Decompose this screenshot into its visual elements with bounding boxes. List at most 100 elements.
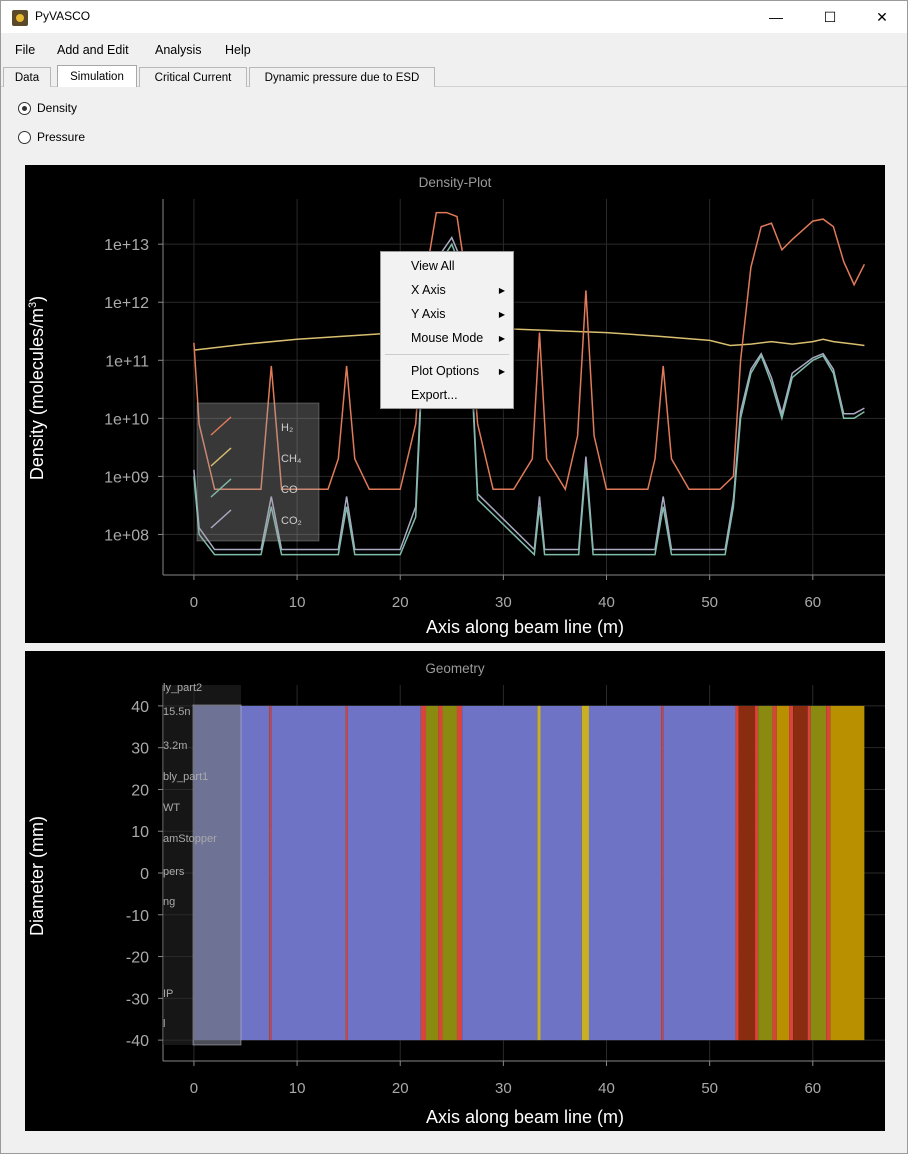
density-y-tick-label: 1e+11 <box>105 353 149 370</box>
density-y-tick-label: 1e+12 <box>104 295 149 312</box>
geometry-segment-red <box>772 705 777 1041</box>
geometry-y-tick-label: 10 <box>131 824 149 841</box>
menu-item-export[interactable]: Export... <box>411 388 458 402</box>
maximize-button[interactable]: ☐ <box>823 8 837 25</box>
geometry-segment-red <box>345 705 348 1041</box>
density-series-h2 <box>193 211 866 492</box>
geometry-plot-canvas[interactable]: 0 10 20 30 40 50 60 40 30 20 10 0 -10 -20 -30 -40 ly_pa… <box>25 651 885 1131</box>
geometry-overlay-label: bly_part1 <box>163 771 208 783</box>
density-ylabel-box: Density (molecules/m3) <box>25 165 55 643</box>
legend-swatch-co <box>210 478 232 498</box>
menu-item-y-axis[interactable]: Y Axis <box>411 307 446 321</box>
geometry-segment-red <box>269 705 272 1041</box>
density-ylabel: Density (molecules/m3) <box>27 223 57 553</box>
tab-critical-current[interactable]: Critical Current <box>139 67 247 87</box>
density-ylabel-sup: 3 <box>27 301 39 309</box>
submenu-arrow-icon: ▶ <box>498 310 505 319</box>
menu-separator <box>385 354 509 355</box>
density-x-tick-label: 0 <box>190 594 198 611</box>
geometry-segment-olive <box>426 705 439 1041</box>
geometry-segment-red <box>438 705 443 1041</box>
geometry-y-tick-label: 40 <box>131 699 149 716</box>
tab-dynamic-pressure[interactable]: Dynamic pressure due to ESD <box>249 67 435 87</box>
density-xlabel: Axis along beam line (m) <box>425 617 625 637</box>
density-x-tick-label: 30 <box>495 594 512 611</box>
geometry-y-tick-label: 20 <box>131 782 149 799</box>
menu-item-x-axis[interactable]: X Axis <box>411 283 446 297</box>
density-y-tick-label: 1e+10 <box>104 411 149 428</box>
tab-bar: Data Simulation Critical Current Dynamic… <box>1 65 907 88</box>
geometry-x-tick-label: 0 <box>190 1080 198 1097</box>
menu-analysis[interactable]: Analysis <box>155 43 202 57</box>
app-logo-icon <box>12 10 28 26</box>
geometry-segment-red <box>661 705 664 1041</box>
geometry-segment-red <box>826 705 831 1041</box>
geometry-y-tick-label: -40 <box>126 1033 149 1050</box>
menu-help[interactable]: Help <box>225 43 251 57</box>
density-ylabel-text: Density (molecules/m <box>27 308 47 481</box>
radio-pressure-indicator[interactable] <box>18 130 31 144</box>
geometry-segment-red <box>755 705 759 1041</box>
window-title: PyVASCO <box>35 9 91 23</box>
density-plot-title: Density-Plot <box>418 175 492 190</box>
close-button[interactable]: ✕ <box>876 8 888 25</box>
submenu-arrow-icon: ▶ <box>498 367 505 376</box>
radio-pressure-label: Pressure <box>37 130 86 144</box>
density-ylabel-end: ) <box>27 295 47 302</box>
radio-density-indicator[interactable] <box>18 101 31 115</box>
density-x-tick-label: 60 <box>804 594 821 611</box>
tab-data[interactable]: Data <box>3 67 51 87</box>
menu-item-view-all[interactable]: View All <box>411 259 455 273</box>
geometry-y-tick-label: -10 <box>126 908 149 925</box>
radio-pressure[interactable]: Pressure <box>18 130 85 144</box>
tab-simulation[interactable]: Simulation <box>57 65 137 88</box>
geometry-segment-pipe <box>540 705 582 1041</box>
density-x-tick-label: 10 <box>289 594 306 611</box>
geometry-segment-pipe <box>271 705 346 1041</box>
geometry-ylabel: Diameter (mm) <box>27 816 47 936</box>
minimize-button[interactable]: — <box>769 9 783 25</box>
density-series-ch4 <box>193 327 865 351</box>
menu-bar: File Add and Edit Analysis Help <box>1 41 907 61</box>
geometry-segment-yellow <box>581 705 589 1041</box>
geometry-overlay-label: 3.2m <box>163 740 187 752</box>
density-y-tick-label: 1e+13 <box>104 237 149 254</box>
menu-file[interactable]: File <box>15 43 36 57</box>
geometry-overlay-label: pers <box>163 866 185 878</box>
geometry-segment-gold <box>776 705 790 1041</box>
radio-density-label: Density <box>37 101 78 115</box>
geometry-selection-box <box>192 704 242 1046</box>
submenu-arrow-icon: ▶ <box>498 286 505 295</box>
geometry-x-tick-label: 50 <box>701 1080 718 1097</box>
geometry-overlay-label: WT <box>163 802 180 814</box>
geometry-segment-olive <box>758 705 773 1041</box>
menu-item-plot-options[interactable]: Plot Options <box>411 364 480 378</box>
legend-label-co2: CO₂ <box>281 515 302 527</box>
geometry-xlabel: Axis along beam line (m) <box>425 1107 625 1127</box>
geometry-segment-red <box>420 705 427 1041</box>
radio-density[interactable]: Density <box>18 101 77 115</box>
legend-label-ch4: CH₄ <box>281 453 302 465</box>
geometry-segment-brown <box>738 705 756 1041</box>
geometry-overlay-label: l <box>163 1018 165 1030</box>
geometry-x-tick-label: 60 <box>804 1080 821 1097</box>
density-series-co <box>193 242 865 557</box>
geometry-overlay-label: IP <box>163 988 173 1000</box>
density-plot[interactable]: Density-Plot 0 10 20 30 40 50 60 1e+13 1e+12 1e+1… <box>25 165 885 643</box>
geometry-y-tick-label: 30 <box>131 741 149 758</box>
geometry-plot[interactable]: Geometry 0 10 20 30 40 50 60 40 30 20 10 0 -10 -20 -30… <box>25 651 885 1131</box>
legend-swatch-ch4 <box>210 447 232 467</box>
geometry-segment-yellow <box>537 705 541 1041</box>
geometry-x-tick-label: 10 <box>289 1080 306 1097</box>
density-x-tick-label: 20 <box>392 594 409 611</box>
density-legend <box>196 402 320 542</box>
geometry-segment-gold <box>830 705 865 1041</box>
geometry-segment-pipe <box>588 705 662 1041</box>
density-plot-canvas[interactable]: 0 10 20 30 40 50 60 1e+13 1e+12 1e+11 1e+10 1e+09 1e… <box>25 165 885 643</box>
legend-swatch-h2 <box>210 416 232 436</box>
density-x-tick-label: 40 <box>598 594 615 611</box>
menu-add-and-edit[interactable]: Add and Edit <box>57 43 129 57</box>
menu-item-mouse-mode[interactable]: Mouse Mode <box>411 331 484 345</box>
geometry-overlay-label: ly_part2 <box>163 682 202 694</box>
